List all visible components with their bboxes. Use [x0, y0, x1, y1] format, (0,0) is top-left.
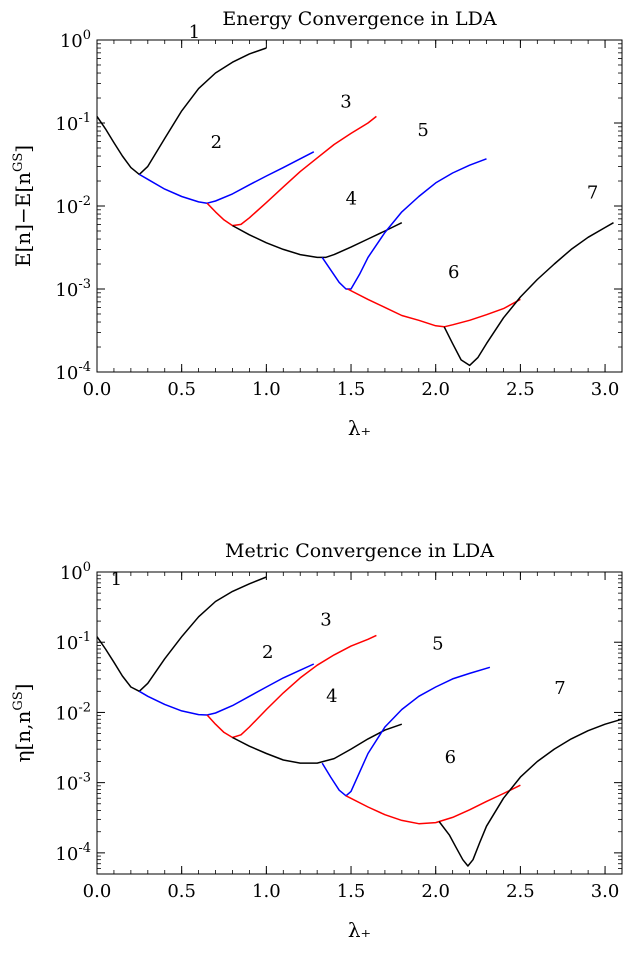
chart-title: Energy Convergence in LDA — [222, 8, 496, 30]
series-label-5: 5 — [432, 633, 443, 654]
x-tick-label: 2.5 — [506, 379, 535, 400]
energy-chart: Energy Convergence in LDA 0.0 0.5 1.0 1.5 2.0… — [11, 8, 623, 440]
x-tick-label: 0.5 — [167, 881, 196, 902]
series-label-6: 6 — [445, 747, 456, 768]
series-line-6 — [345, 784, 521, 825]
series-line-7 — [443, 222, 614, 367]
series-line-5 — [321, 666, 491, 797]
series-label-3: 3 — [320, 609, 331, 630]
x-tick-label: 1.0 — [252, 881, 281, 902]
x-tick-label: 1.0 — [252, 379, 281, 400]
metric-chart: Metric Convergence in LDA 0.0 0.5 1.0 1.5 2.0… — [11, 540, 623, 942]
series-label-7: 7 — [554, 678, 565, 699]
series-line-1 — [96, 576, 267, 693]
y-tick-label: 10-4 — [55, 360, 91, 384]
series-label-1: 1 — [111, 569, 122, 590]
x-tick-label: 1.5 — [337, 379, 366, 400]
series-label-5: 5 — [417, 120, 428, 141]
series-label-6: 6 — [448, 262, 459, 283]
series-label-1: 1 — [189, 22, 200, 43]
series-line-3 — [206, 634, 377, 739]
series-label-7: 7 — [587, 182, 598, 203]
plot-frame — [96, 39, 623, 373]
x-tick-label: 3.0 — [591, 379, 620, 400]
y-tick-label: 10-4 — [55, 841, 91, 865]
x-axis-label: λ₊ — [348, 416, 371, 440]
series-label-2: 2 — [211, 132, 222, 153]
x-tick-label: 0.5 — [167, 379, 196, 400]
y-tick-label: 10-1 — [55, 630, 91, 654]
x-tick-label: 0.0 — [83, 379, 112, 400]
series-label-4: 4 — [326, 686, 337, 707]
chart-title: Metric Convergence in LDA — [225, 540, 494, 562]
y-tick-label: 10-2 — [55, 700, 91, 724]
x-tick-label: 2.0 — [421, 379, 450, 400]
series-line-5 — [321, 158, 487, 290]
series-label-3: 3 — [340, 92, 351, 113]
series-label-4: 4 — [346, 189, 357, 210]
series-label-2: 2 — [262, 642, 273, 663]
series-line-3 — [206, 115, 377, 227]
series-line-2 — [138, 663, 315, 716]
x-axis-label: λ₊ — [348, 918, 371, 942]
series-line-7 — [438, 718, 623, 867]
plot-frame — [96, 571, 623, 875]
y-tick-label: 10-3 — [55, 277, 91, 301]
y-axis-label: η[n,nGS] — [11, 683, 35, 762]
series-line-4 — [232, 222, 403, 259]
x-tick-label: 1.5 — [337, 881, 366, 902]
series-line-2 — [138, 151, 315, 204]
y-tick-label: 10-1 — [55, 111, 91, 135]
y-tick-label: 100 — [60, 560, 91, 584]
y-axis-label: E[n]−E[nGS] — [11, 145, 35, 267]
x-tick-label: 2.0 — [421, 881, 450, 902]
series-line-4 — [232, 723, 403, 764]
series-line-6 — [347, 288, 521, 328]
x-tick-label: 0.0 — [83, 881, 112, 902]
y-tick-label: 10-3 — [55, 771, 91, 795]
y-tick-label: 100 — [60, 28, 91, 52]
series-line-1 — [96, 47, 267, 176]
y-tick-label: 10-2 — [55, 194, 91, 218]
x-tick-label: 3.0 — [591, 881, 620, 902]
x-tick-label: 2.5 — [506, 881, 535, 902]
